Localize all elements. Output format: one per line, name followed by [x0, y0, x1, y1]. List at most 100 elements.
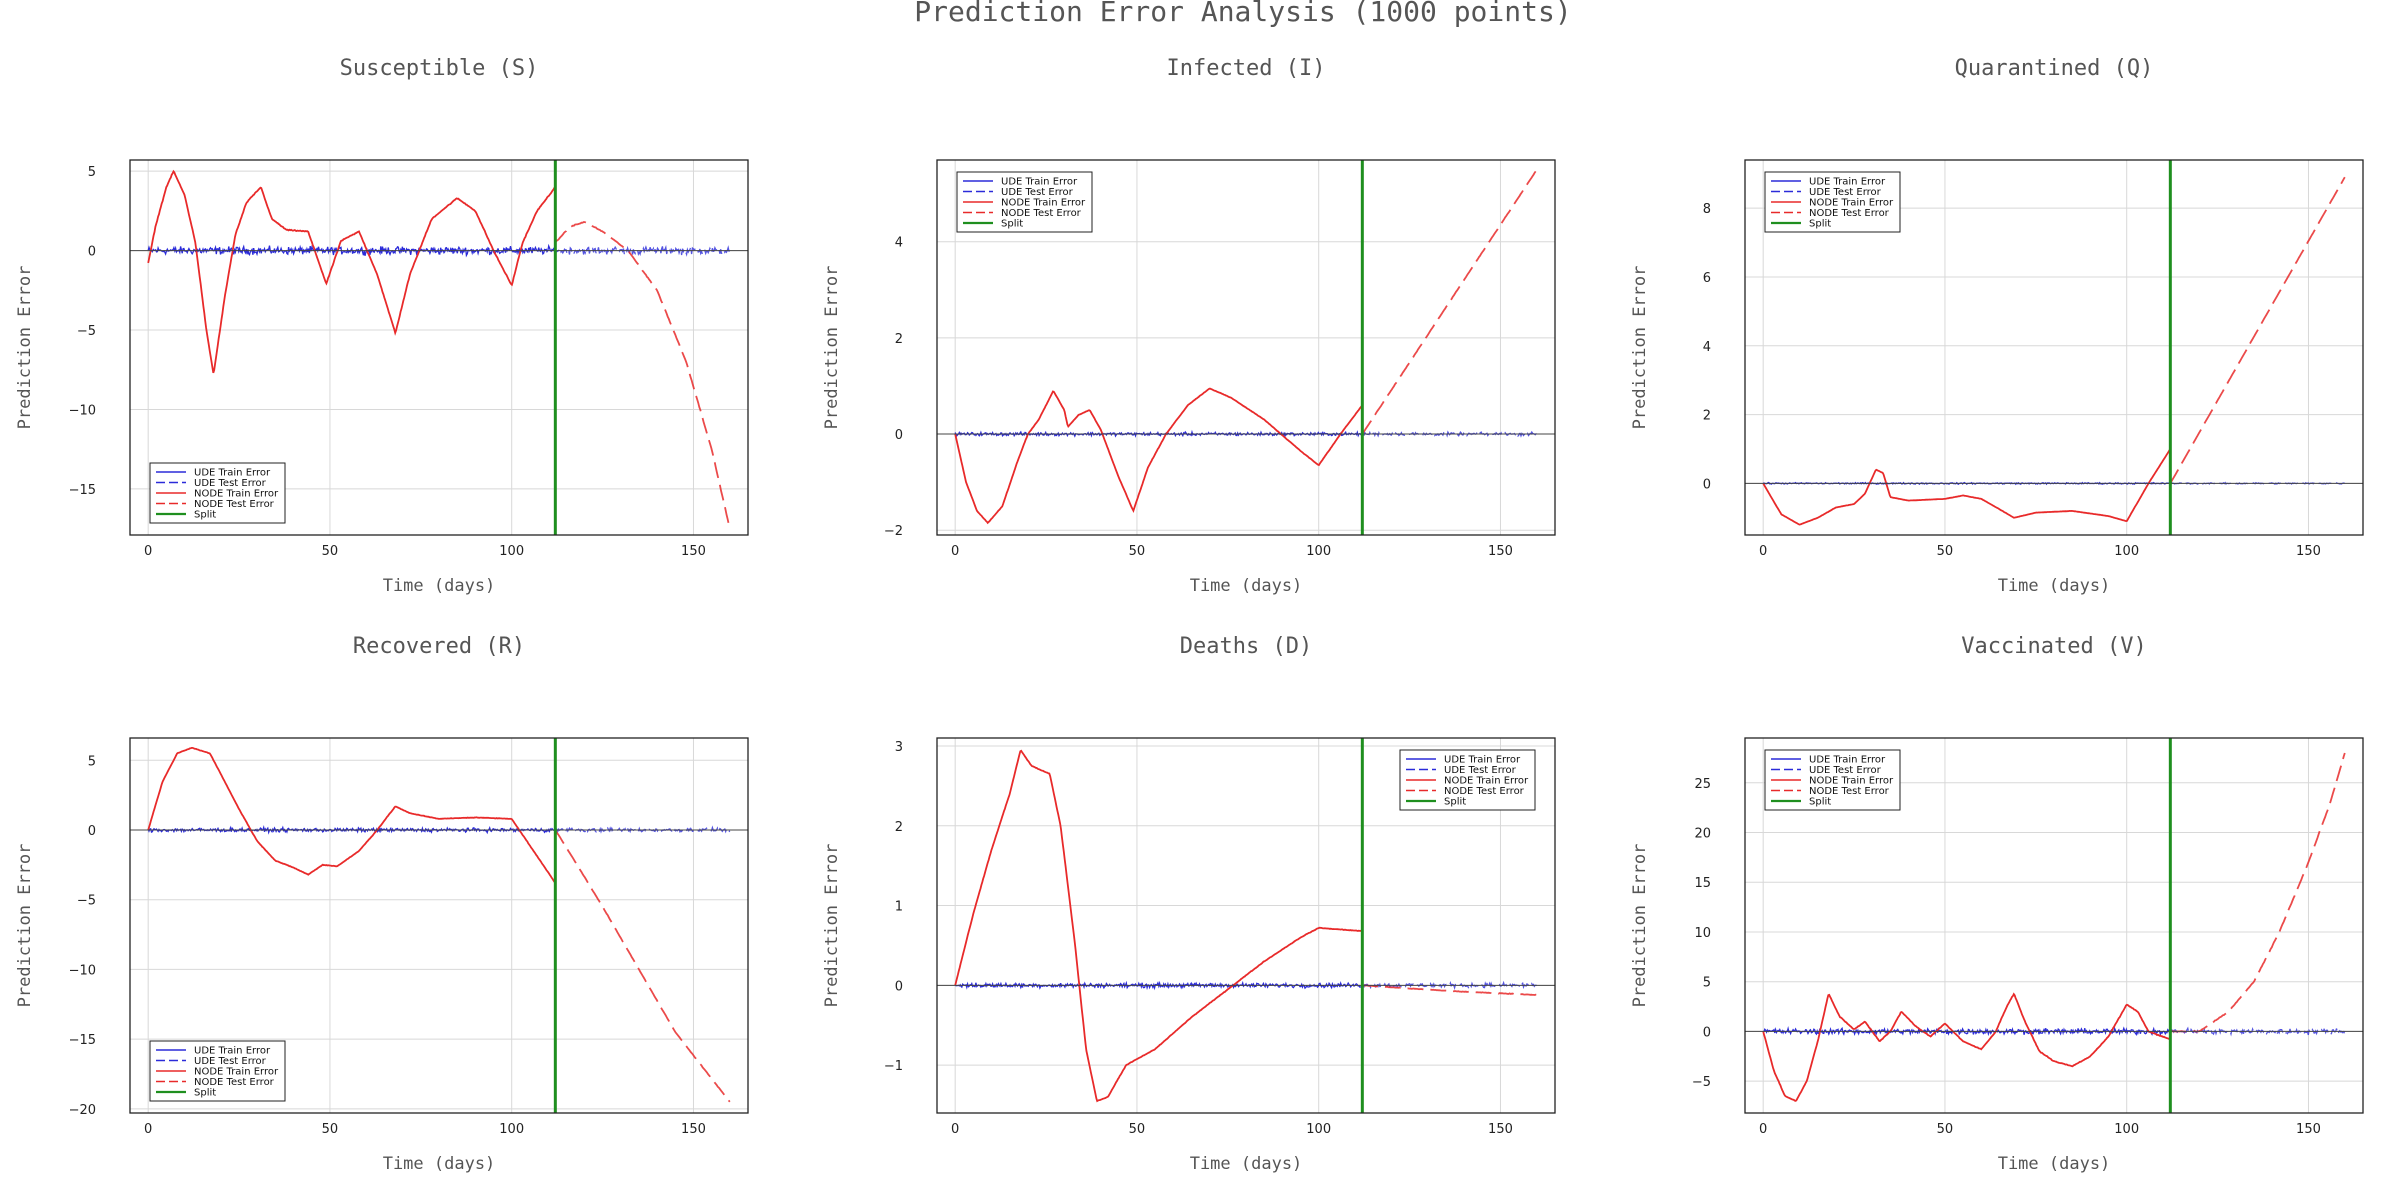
subplot-quarantined-q: Quarantined (Q) 0 50 100 150 8 6 4 2 0 Time (days)…	[1630, 56, 2364, 596]
legend-label-node-test: NODE Test Error	[194, 499, 275, 510]
node-train-line	[147, 169, 556, 374]
x-tick-label: 50	[1937, 1122, 1954, 1137]
legend-label-node-train: NODE Train Error	[1001, 198, 1086, 209]
y-tick-label: 0	[88, 824, 96, 839]
y-tick-label: 2	[1703, 409, 1711, 424]
x-tick-label: 100	[499, 1122, 524, 1137]
plot-frame	[129, 737, 749, 1114]
plot-area	[1745, 176, 2363, 526]
x-axis-label: Time (days)	[1190, 1154, 1303, 1174]
plot-frame	[936, 737, 1556, 1114]
y-tick-label: 20	[1694, 826, 1711, 841]
x-tick-label: 50	[322, 544, 339, 559]
legend-label-node-test: NODE Test Error	[1809, 208, 1890, 219]
x-tick-label: 100	[499, 544, 524, 559]
node-train-line	[147, 747, 557, 884]
x-tick-label: 0	[951, 1122, 959, 1137]
legend-label-ude-train: UDE Train Error	[1809, 177, 1886, 188]
y-tick-label: 10	[1694, 926, 1711, 941]
legend-label-split: Split	[194, 1088, 216, 1099]
x-tick-label: 150	[681, 1122, 706, 1137]
y-tick-label: 6	[1703, 271, 1711, 286]
node-train-line	[954, 749, 1363, 1103]
plot-frame	[1744, 737, 2364, 1114]
y-axis-label: Prediction Error	[822, 266, 842, 430]
plot-frame	[936, 159, 1556, 536]
node-test-line	[1361, 169, 1538, 435]
x-axis-label: Time (days)	[1998, 576, 2111, 596]
y-tick-label: −5	[1692, 1075, 1711, 1090]
x-axis-label: Time (days)	[383, 1154, 496, 1174]
y-tick-label: 0	[1703, 477, 1711, 492]
legend-label-ude-test: UDE Test Error	[194, 478, 267, 489]
node-train-line	[1762, 992, 2171, 1102]
ude-train-line	[1762, 1026, 2171, 1037]
figure-title: Prediction Error Analysis (1000 points)	[914, 0, 1571, 28]
legend-label-node-train: NODE Train Error	[1809, 198, 1894, 209]
subplot-recovered-r: Recovered (R)0 50 100 15050−5−10−15−20Time …	[15, 634, 749, 1174]
plot-area	[937, 169, 1555, 525]
node-test-line	[2170, 752, 2346, 1033]
subplot-deaths-d: Deaths (D) 0 50 100 150 3 2 1 0 −1 Time (days) Pred…	[822, 634, 1556, 1174]
node-train-line	[1762, 448, 2172, 526]
y-tick-label: −20	[69, 1103, 96, 1118]
x-tick-label: 50	[1937, 544, 1954, 559]
y-tick-label: −15	[69, 483, 96, 498]
x-tick-label: 150	[1488, 544, 1513, 559]
y-axis-label: Prediction Error	[15, 266, 35, 430]
y-tick-label: 4	[1703, 340, 1711, 355]
y-tick-label: 0	[1703, 1025, 1711, 1040]
subplot-infected-i: Infected (I) 0 50 100 150 4 2 0 −2 Time (days) Pre…	[822, 56, 1556, 596]
legend-label-node-test: NODE Test Error	[1444, 786, 1525, 797]
x-axis-label: Time (days)	[383, 576, 496, 596]
legend-label-ude-train: UDE Train Error	[194, 468, 271, 479]
plot-area	[1745, 752, 2363, 1102]
legend-label-ude-train: UDE Train Error	[1809, 755, 1886, 766]
plot-area	[130, 169, 748, 529]
y-tick-label: −5	[77, 324, 96, 339]
legend-label-ude-test: UDE Test Error	[1809, 765, 1882, 776]
legend-label-ude-train: UDE Train Error	[1001, 177, 1078, 188]
x-tick-label: 0	[1759, 544, 1767, 559]
legend-label-ude-test: UDE Test Error	[1809, 187, 1882, 198]
x-tick-label: 0	[951, 544, 959, 559]
legend-label-node-test: NODE Test Error	[1809, 786, 1890, 797]
x-tick-label: 0	[144, 544, 152, 559]
plot-frame	[1744, 159, 2364, 536]
x-tick-label: 0	[1759, 1122, 1767, 1137]
legend-label-ude-train: UDE Train Error	[1444, 755, 1521, 766]
y-tick-label: 1	[895, 900, 903, 915]
y-tick-label: 4	[895, 236, 903, 251]
legend-label-split: Split	[194, 510, 216, 521]
node-test-line	[2169, 176, 2346, 484]
plot-area	[937, 749, 1555, 1103]
node-test-line	[554, 829, 731, 1103]
y-tick-label: −5	[77, 894, 96, 909]
y-tick-label: −1	[884, 1059, 903, 1074]
legend-label-ude-test: UDE Test Error	[194, 1056, 267, 1067]
legend-label-node-train: NODE Train Error	[194, 1067, 279, 1078]
subplot-title: Recovered (R)	[353, 634, 525, 659]
x-tick-label: 150	[1488, 1122, 1513, 1137]
y-tick-label: 0	[88, 245, 96, 260]
ude-test-line	[553, 244, 730, 257]
node-test-line	[554, 221, 731, 529]
plot-area	[130, 747, 748, 1103]
x-tick-label: 150	[681, 544, 706, 559]
x-tick-label: 100	[1306, 1122, 1331, 1137]
x-tick-label: 100	[2114, 544, 2139, 559]
subplot-title: Deaths (D)	[1180, 634, 1312, 659]
x-axis-label: Time (days)	[1190, 576, 1303, 596]
legend-label-ude-test: UDE Test Error	[1001, 187, 1074, 198]
subplot-title: Vaccinated (V)	[1961, 634, 2146, 659]
legend-label-ude-test: UDE Test Error	[1444, 765, 1517, 776]
y-axis-label: Prediction Error	[15, 844, 35, 1008]
legend-label-split: Split	[1444, 797, 1466, 808]
x-tick-label: 0	[144, 1122, 152, 1137]
